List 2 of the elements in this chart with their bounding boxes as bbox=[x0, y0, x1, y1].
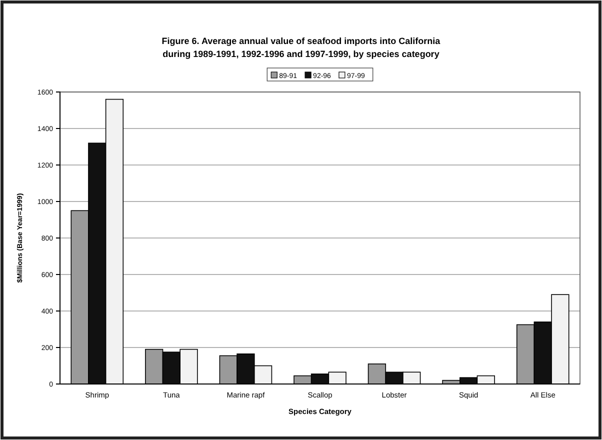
chart-subtitle: during 1989-1991, 1992-1996 and 1997-1999, by species category bbox=[162, 49, 440, 59]
chart-title: Figure 6. Average annual value of seafood imports into California bbox=[162, 36, 442, 46]
